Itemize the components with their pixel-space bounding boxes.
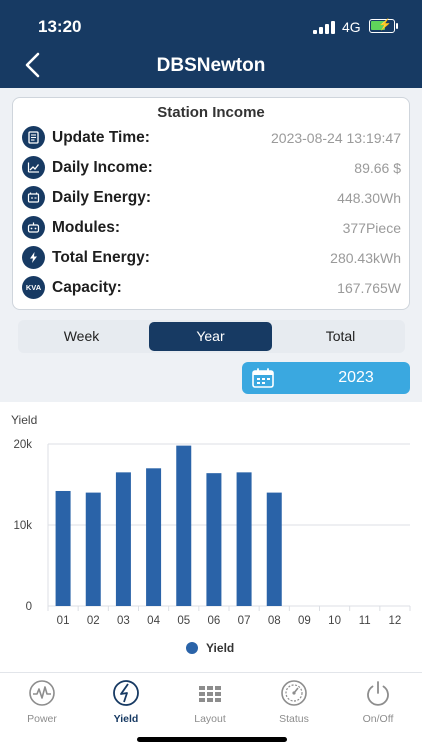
legend-label: Yield [206,641,234,655]
row-modules: Modules: 377Piece [13,213,409,243]
year-value: 2023 [338,369,374,386]
tab-label: Yield [113,713,139,725]
bolt-icon [22,246,45,269]
row-daily-income: Daily Income: 89.66 $ [13,153,409,183]
x-tick-label: 11 [359,615,371,627]
battery-icon [22,186,45,209]
yield-chart: Yield 0 10k 20k 01 02 03 04 05 06 07 08 09 10 11 12 Yiel… [0,402,422,672]
yield-bolt-icon [113,680,139,706]
tab-yield[interactable]: Yield [91,679,161,725]
row-value: 448.30Wh [337,190,401,206]
network-type: 4G [342,19,361,35]
row-label: Daily Income: [52,159,153,176]
row-daily-energy: Daily Energy: 448.30Wh [13,183,409,213]
legend-swatch [186,642,198,654]
tab-label: Layout [194,713,226,725]
power-gauge-icon [29,680,55,706]
document-icon [22,126,45,149]
bar-01 [55,490,71,606]
tab-total[interactable]: Total [325,328,356,344]
status-gauge-icon [281,680,307,706]
tab-on-off[interactable]: On/Off [343,679,413,725]
x-tick-label: 05 [177,615,190,627]
chevron-left-icon [25,52,40,78]
yield-bar-chart: Yield 0 10k 20k 01 02 03 04 05 06 07 08 09 10 11 12 Yiel… [11,413,411,655]
row-value: 280.43kWh [330,250,401,266]
module-icon [22,216,45,239]
x-tick-label: 03 [117,615,130,627]
y-tick-label: 20k [13,439,32,451]
row-value: 167.765W [337,280,401,296]
bar-08 [266,492,282,606]
home-indicator [137,737,287,742]
bar-04 [146,468,162,606]
year-selector-button[interactable]: 2023 [242,362,410,394]
status-time: 13:20 [38,17,82,36]
x-tick-label: 07 [238,615,251,627]
row-value: 377Piece [342,220,401,236]
x-tick-label: 09 [298,615,311,627]
calendar-icon [252,368,274,388]
x-tick-label: 08 [268,615,281,627]
bar-03 [115,472,131,606]
x-tick-label: 04 [147,615,160,627]
kva-icon-text: KVA [25,283,42,292]
layout-grid-icon [199,686,221,702]
x-tick-label: 01 [57,615,70,627]
row-value: 2023-08-24 13:19:47 [271,130,401,146]
tab-label: Power [27,713,57,725]
row-label: Total Energy: [52,249,150,266]
app-header: 13:20 4G ⚡ DBSNewton [0,0,422,88]
y-axis-label: Yield [11,413,37,427]
row-label: Daily Energy: [52,189,152,206]
row-update-time: Update Time: 2023-08-24 13:19:47 [13,123,409,153]
tab-label: On/Off [362,713,394,725]
row-label: Capacity: [52,279,122,296]
x-tick-label: 02 [87,615,100,627]
kva-icon: KVA [22,276,45,299]
x-tick-label: 12 [389,615,402,627]
tab-layout[interactable]: Layout [175,679,245,725]
bar-05 [176,445,192,606]
signal-icon [313,21,337,34]
row-label: Modules: [52,219,121,236]
tab-label: Status [279,713,309,725]
y-tick-label: 0 [26,601,32,613]
bar-02 [85,492,101,606]
trend-icon [22,156,45,179]
period-tabs: Week Year Total [18,320,405,353]
page-title: DBSNewton [156,55,266,76]
battery-tip [396,23,398,29]
x-tick-label: 06 [208,615,221,627]
bar-07 [236,472,252,606]
row-value: 89.66 $ [354,160,401,176]
power-button-icon [367,681,389,706]
back-button[interactable] [18,50,48,80]
row-capacity: KVA Capacity: 167.765W [13,273,409,303]
y-tick-label: 10k [13,520,32,532]
card-title: Station Income [157,104,265,121]
battery-icon: ⚡ [369,19,395,33]
tab-year[interactable]: Year [149,322,272,351]
x-tick-label: 10 [328,615,341,627]
tab-power[interactable]: Power [7,679,77,725]
row-label: Update Time: [52,129,150,146]
tab-status[interactable]: Status [259,679,329,725]
tab-week[interactable]: Week [63,328,100,344]
bar-06 [206,473,222,606]
station-income-card: Station Income Update Time: 2023-08-24 1… [12,97,410,310]
row-total-energy: Total Energy: 280.43kWh [13,243,409,273]
